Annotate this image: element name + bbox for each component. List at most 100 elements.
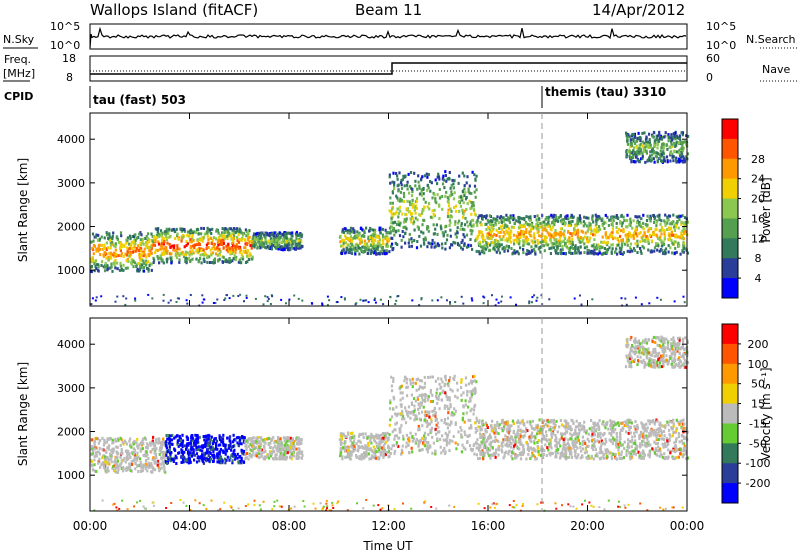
echo-cell	[194, 231, 198, 234]
echo-cell	[277, 442, 280, 445]
echo-cell	[621, 252, 624, 256]
echo-cell	[636, 251, 639, 254]
echo-cell	[104, 463, 107, 467]
echo-cell	[248, 235, 251, 239]
echo-cell	[480, 250, 483, 254]
echo-cell	[123, 456, 126, 460]
echo-cell	[491, 223, 494, 227]
echo-cell	[198, 435, 201, 439]
echo-cell	[675, 250, 678, 254]
colorbar-segment	[722, 119, 738, 140]
echo-cell	[107, 237, 110, 240]
echo-cell	[225, 458, 228, 462]
echo-cell	[453, 191, 456, 195]
echo-cell	[470, 407, 473, 411]
echo-cell	[398, 171, 401, 175]
echo-cell	[210, 445, 213, 449]
echo-cell	[107, 255, 110, 259]
echo-cell	[497, 248, 500, 252]
echo-cell	[282, 447, 285, 451]
echo-cell	[451, 178, 454, 182]
echo-cell	[215, 237, 218, 241]
echo-cell	[390, 375, 393, 379]
echo-cell	[232, 450, 235, 454]
echo-cell	[384, 450, 387, 453]
echo-cell	[656, 296, 659, 299]
echo-cell	[116, 451, 120, 455]
echo-cell	[590, 229, 593, 233]
echo-cell	[519, 216, 522, 220]
echo-cell	[169, 459, 172, 463]
echo-cell	[189, 228, 193, 232]
echo-cell	[649, 154, 652, 158]
echo-cell	[108, 251, 111, 255]
echo-cell	[259, 442, 262, 446]
echo-cell	[606, 248, 610, 252]
echo-cell	[620, 224, 623, 228]
echo-cell	[280, 454, 283, 458]
echo-cell	[678, 160, 681, 164]
echo-cell	[215, 439, 219, 443]
echo-cell	[449, 228, 452, 232]
echo-cell	[253, 243, 256, 247]
echo-cell	[146, 237, 149, 241]
echo-cell	[174, 248, 177, 252]
echo-cell	[114, 248, 117, 252]
echo-cell	[426, 245, 429, 249]
echo-cell	[93, 454, 96, 458]
echo-cell	[666, 228, 669, 232]
echo-cell	[122, 263, 125, 267]
echo-cell	[101, 436, 104, 440]
echo-cell	[587, 216, 590, 220]
echo-cell	[465, 233, 469, 237]
echo-cell	[229, 441, 232, 445]
echo-cell	[117, 254, 120, 258]
echo-cell	[427, 433, 430, 437]
echo-cell	[247, 231, 250, 235]
echo-cell	[670, 233, 674, 237]
echo-cell	[513, 242, 516, 246]
echo-cell	[403, 195, 406, 199]
echo-cell	[356, 230, 359, 234]
echo-cell	[116, 445, 119, 449]
echo-cell	[205, 459, 208, 463]
echo-cell	[528, 302, 531, 305]
echo-cell	[434, 199, 437, 203]
echo-cell	[682, 240, 685, 244]
echo-cell	[635, 145, 638, 149]
echo-cell	[117, 465, 120, 468]
echo-cell	[494, 304, 497, 307]
echo-cell	[460, 295, 463, 298]
echo-cell	[519, 235, 522, 239]
echo-cell	[635, 150, 639, 154]
echo-cell	[247, 258, 250, 261]
echo-cell	[352, 434, 355, 438]
echo-cell	[114, 470, 117, 474]
echo-cell	[534, 225, 537, 229]
echo-cell	[207, 245, 210, 249]
echo-cell	[144, 462, 147, 466]
echo-cell	[681, 133, 684, 137]
echo-cell	[297, 246, 300, 250]
power-colorbar-label: Power [dB]	[759, 177, 773, 242]
echo-cell	[647, 240, 650, 244]
colorbar-tick-label: 4	[755, 272, 762, 285]
echo-cell	[385, 234, 388, 238]
echo-cell	[223, 231, 226, 235]
echo-cell	[412, 222, 415, 226]
echo-cell	[211, 251, 215, 255]
echo-cell	[541, 238, 544, 242]
echo-cell	[473, 173, 476, 177]
echo-cell	[414, 211, 417, 215]
echo-cell	[147, 260, 150, 264]
echo-cell	[471, 170, 474, 174]
echo-cell	[660, 248, 663, 252]
echo-cell	[139, 457, 142, 461]
echo-cell	[236, 452, 239, 456]
echo-cell	[615, 221, 618, 225]
echo-cell	[401, 212, 404, 216]
echo-cell	[379, 453, 382, 457]
echo-cell	[532, 248, 535, 252]
echo-cell	[137, 244, 140, 248]
echo-cell	[512, 226, 515, 230]
